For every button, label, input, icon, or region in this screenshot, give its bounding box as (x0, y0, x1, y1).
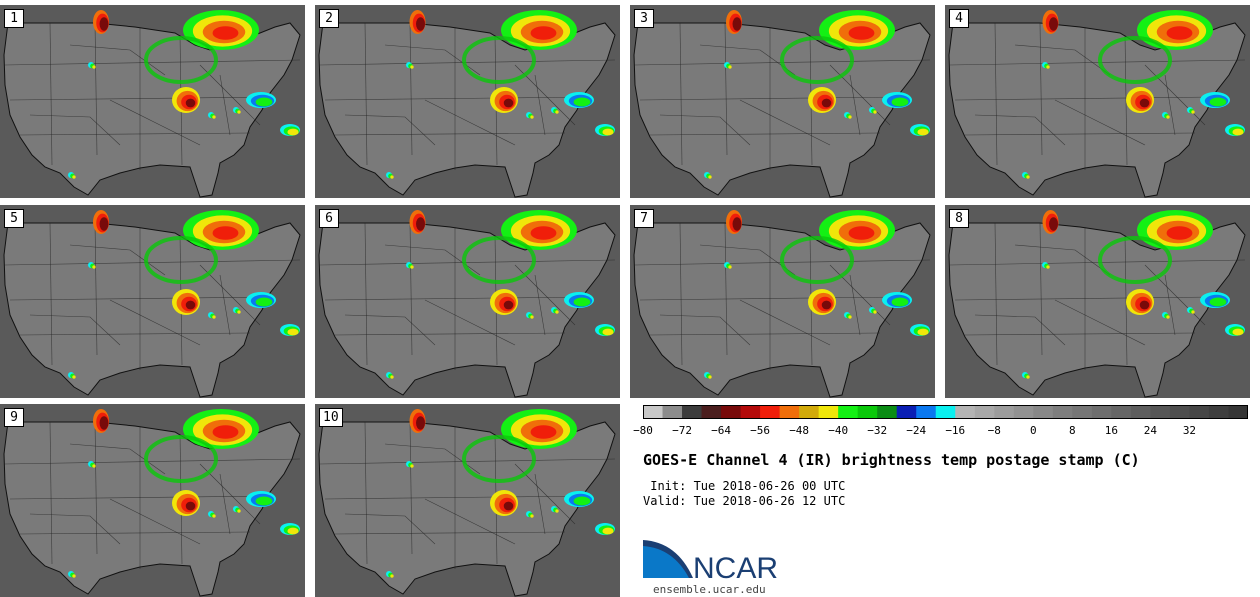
colorbar (643, 405, 1248, 419)
colorbar-segment (721, 405, 742, 419)
colorbar-segment (896, 405, 917, 419)
colorbar-tick-label: −80 (633, 424, 653, 437)
colorbar-segment (779, 405, 800, 419)
colorbar-tick-label: −40 (828, 424, 849, 437)
panel-number-label: 8 (949, 209, 969, 228)
ncar-logo: NCAR (643, 540, 778, 584)
map-panel-10: 10 (315, 404, 620, 597)
colorbar-segment (760, 405, 781, 419)
panel-number-label: 10 (319, 408, 343, 427)
map-panel-5: 5 (0, 205, 305, 398)
colorbar-segment (1228, 405, 1248, 419)
panel-number-label: 3 (634, 9, 654, 28)
map-panel-3: 3 (630, 5, 935, 198)
ir-satellite-map (0, 205, 305, 398)
colorbar-segment (1150, 405, 1171, 419)
colorbar-tick-label: −48 (789, 424, 810, 437)
panel-number-label: 4 (949, 9, 969, 28)
ir-satellite-map (0, 5, 305, 198)
colorbar-tick-label: −24 (906, 424, 927, 437)
colorbar-segment (974, 405, 995, 419)
colorbar-segment (838, 405, 859, 419)
colorbar-tick-label: −8 (987, 424, 1001, 437)
colorbar-tick-label: −72 (672, 424, 692, 437)
ir-satellite-map (315, 404, 620, 597)
colorbar-segment (1091, 405, 1112, 419)
ir-satellite-map (315, 205, 620, 398)
valid-time: Valid: Tue 2018-06-26 12 UTC (643, 494, 846, 508)
map-panel-6: 6 (315, 205, 620, 398)
site-url: ensemble.ucar.edu (653, 583, 766, 596)
ir-satellite-map (945, 5, 1250, 198)
ir-satellite-map (315, 5, 620, 198)
ir-satellite-map (630, 5, 935, 198)
colorbar-segment (1013, 405, 1034, 419)
colorbar-tick-label: −64 (711, 424, 731, 437)
colorbar-tick-label: 8 (1069, 424, 1076, 437)
colorbar-segment (916, 405, 937, 419)
colorbar-segment (857, 405, 878, 419)
map-panel-1: 1 (0, 5, 305, 198)
map-panel-4: 4 (945, 5, 1250, 198)
colorbar-segment (799, 405, 820, 419)
colorbar-segment (877, 405, 898, 419)
map-panel-7: 7 (630, 205, 935, 398)
colorbar-tick-label: 32 (1182, 424, 1197, 437)
colorbar-segment (1208, 405, 1229, 419)
map-panel-8: 8 (945, 205, 1250, 398)
colorbar-segment (1033, 405, 1054, 419)
colorbar-tick-label: −56 (750, 424, 771, 437)
colorbar-segment (1189, 405, 1210, 419)
panel-number-label: 6 (319, 209, 339, 228)
colorbar-tick-label: −32 (867, 424, 888, 437)
panel-number-label: 5 (4, 209, 24, 228)
ir-satellite-map (630, 205, 935, 398)
colorbar-segment (994, 405, 1015, 419)
ncar-swoosh-icon (643, 542, 691, 578)
colorbar-segment (818, 405, 839, 419)
map-panel-9: 9 (0, 404, 305, 597)
colorbar-segment (1052, 405, 1073, 419)
colorbar-segment (701, 405, 722, 419)
colorbar-segment (1130, 405, 1151, 419)
colorbar-segment (1169, 405, 1190, 419)
colorbar-segment (662, 405, 683, 419)
ncar-logo-text: NCAR (693, 552, 778, 584)
colorbar-segment (935, 405, 956, 419)
figure-title: GOES-E Channel 4 (IR) brightness temp po… (643, 451, 1140, 469)
ir-satellite-map (945, 205, 1250, 398)
ir-satellite-map (0, 404, 305, 597)
init-time: Init: Tue 2018-06-26 00 UTC (643, 479, 846, 493)
map-panel-2: 2 (315, 5, 620, 198)
colorbar-segment (955, 405, 976, 419)
panel-number-label: 9 (4, 408, 24, 427)
colorbar-tick-label: 16 (1104, 424, 1118, 437)
panel-number-label: 7 (634, 209, 654, 228)
colorbar-segment (682, 405, 703, 419)
colorbar-tick-label: −16 (945, 424, 966, 437)
colorbar-segment (740, 405, 761, 419)
colorbar-tick-label: 24 (1143, 424, 1158, 437)
panel-number-label: 1 (4, 9, 24, 28)
colorbar-segment (1072, 405, 1093, 419)
colorbar-tick-label: 0 (1030, 424, 1037, 437)
colorbar-segment (1111, 405, 1132, 419)
colorbar-tick-labels: −80 −72 −64 −56 −48 −40 −32 −24 −16 −8 0 8 16 24 32 (632, 424, 1260, 440)
panel-number-label: 2 (319, 9, 339, 28)
colorbar-segment (643, 405, 664, 419)
